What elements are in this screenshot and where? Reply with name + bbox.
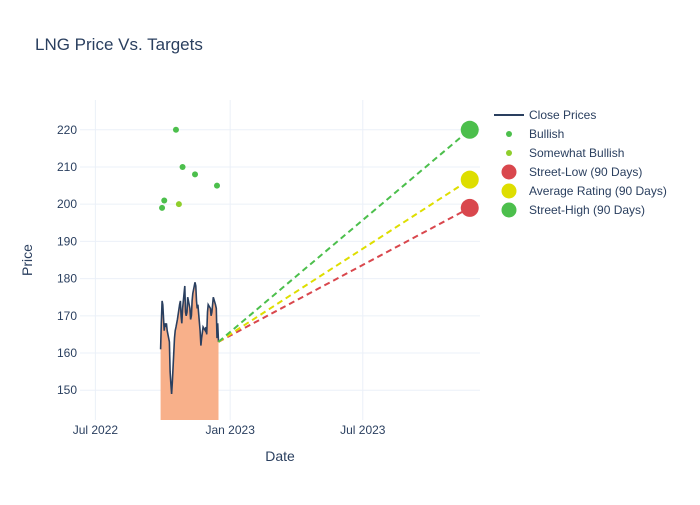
street-low-line xyxy=(217,207,471,343)
street-high-line xyxy=(217,129,471,343)
bullish-marker xyxy=(159,204,166,211)
legend-label-bullish: Bullish xyxy=(529,127,564,141)
close-price-line xyxy=(159,282,220,395)
somewhat-bullish-marker xyxy=(175,201,182,208)
y-tick-label: 170 xyxy=(57,309,77,323)
markers xyxy=(159,120,479,217)
legend-swatch-average-rating xyxy=(501,183,517,199)
y-tick-label: 160 xyxy=(57,346,77,360)
y-tick-label: 190 xyxy=(57,234,77,248)
axis-ticks: 150 160 170 180 190 200 210 220 Jul 2022 Jan 2023… xyxy=(57,123,386,437)
close-price-area xyxy=(160,282,219,420)
x-tick-label: Jul 2022 xyxy=(73,423,119,437)
chart-title: LNG Price Vs. Targets xyxy=(35,35,203,54)
target-lines xyxy=(217,129,471,343)
legend-label-average-rating: Average Rating (90 Days) xyxy=(529,184,667,198)
street-high-marker xyxy=(460,120,479,139)
legend-label-somewhat-bullish: Somewhat Bullish xyxy=(529,146,624,160)
legend: Close Prices Bullish Somewhat Bullish Stree… xyxy=(494,108,667,218)
y-tick-label: 220 xyxy=(57,123,77,137)
bullish-marker xyxy=(192,171,199,178)
grid xyxy=(80,100,480,420)
y-axis-title: Price xyxy=(19,244,35,276)
legend-label-street-high: Street-High (90 Days) xyxy=(529,203,645,217)
x-axis-title: Date xyxy=(265,448,295,464)
legend-swatch-bullish xyxy=(506,131,512,137)
y-tick-label: 150 xyxy=(57,383,77,397)
legend-label-close-prices: Close Prices xyxy=(529,108,596,122)
bullish-marker xyxy=(172,126,179,133)
close-price-fill xyxy=(160,282,219,420)
y-tick-label: 200 xyxy=(57,197,77,211)
legend-swatch-somewhat-bullish xyxy=(506,150,512,156)
y-tick-label: 180 xyxy=(57,272,77,286)
street-low-marker xyxy=(460,198,479,217)
legend-label-street-low: Street-Low (90 Days) xyxy=(529,165,642,179)
y-tick-label: 210 xyxy=(57,160,77,174)
x-tick-label: Jul 2023 xyxy=(340,423,386,437)
x-tick-label: Jan 2023 xyxy=(205,423,255,437)
average-rating-marker xyxy=(460,170,479,189)
legend-swatch-street-high xyxy=(501,202,517,218)
legend-swatch-street-low xyxy=(501,164,517,180)
bullish-marker xyxy=(161,197,168,204)
bullish-marker xyxy=(179,163,186,170)
close-price-line-group xyxy=(159,282,220,395)
bullish-marker xyxy=(213,182,220,189)
